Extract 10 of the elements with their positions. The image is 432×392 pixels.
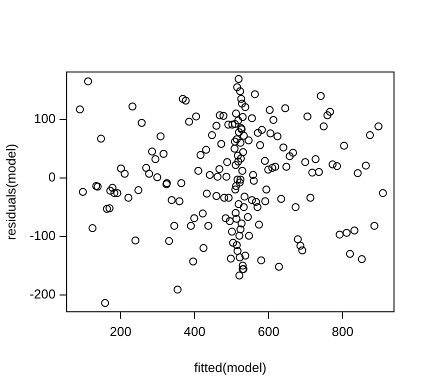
y-tick-label: 0 <box>48 169 56 184</box>
x-tick-label: 600 <box>258 324 280 340</box>
x-tick-label: 400 <box>184 324 206 340</box>
y-axis-title: residuals(model) <box>3 144 18 240</box>
x-tick-label: 800 <box>332 324 354 340</box>
y-tick-label: -100 <box>30 228 56 243</box>
y-tick-label: -200 <box>30 286 56 302</box>
y-tick-label: 100 <box>34 110 56 126</box>
x-axis-title: fitted(model) <box>194 360 266 375</box>
x-tick-label: 200 <box>110 324 132 340</box>
